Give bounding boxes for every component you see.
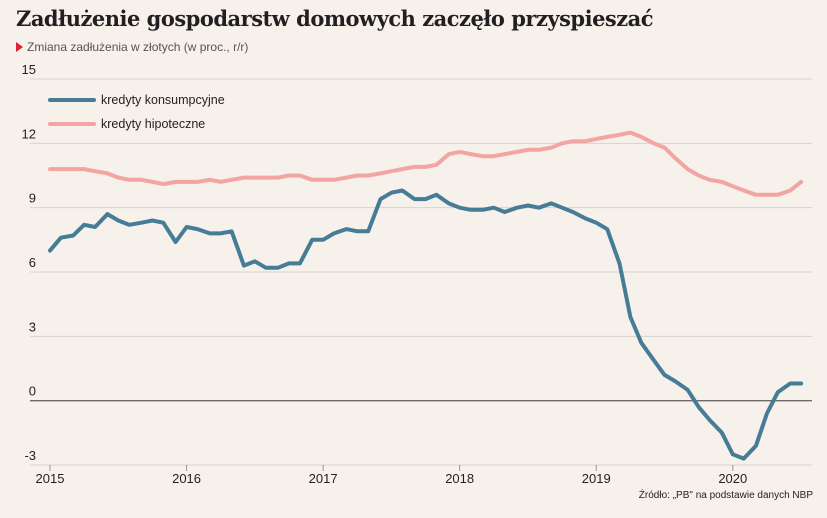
legend-label: kredyty konsumpcyjne	[101, 93, 225, 107]
series-line-kredyty-konsumpcyjne	[48, 188, 804, 461]
chart-title: Zadłużenie gospodarstw domowych zaczęło …	[16, 6, 654, 31]
y-tick-label: 12	[22, 126, 36, 141]
y-tick-label: 15	[22, 62, 36, 77]
x-tick-label: 2015	[36, 471, 65, 486]
series-line-kredyty-hipoteczne	[48, 130, 804, 197]
x-tick-label: 2020	[718, 471, 747, 486]
x-tick-label: 2016	[172, 471, 201, 486]
y-tick-label: 6	[29, 255, 36, 270]
chart-subtitle-row: Zmiana zadłużenia w złotych (w proc., r/…	[16, 40, 248, 54]
legend-label: kredyty hipoteczne	[101, 117, 205, 131]
y-tick-label: 3	[29, 319, 36, 334]
x-tick-label: 2018	[445, 471, 474, 486]
chart-subtitle: Zmiana zadłużenia w złotych (w proc., r/…	[27, 40, 249, 54]
source-note: Źródło: „PB" na podstawie danych NBP	[638, 490, 813, 501]
y-tick-label: -3	[24, 448, 36, 463]
subtitle-marker-icon	[16, 42, 23, 52]
x-tick-label: 2019	[582, 471, 611, 486]
y-tick-label: 9	[29, 191, 36, 206]
x-tick-label: 2017	[309, 471, 338, 486]
y-tick-label: 0	[29, 384, 36, 399]
